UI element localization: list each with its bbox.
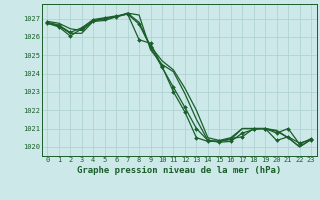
X-axis label: Graphe pression niveau de la mer (hPa): Graphe pression niveau de la mer (hPa) bbox=[77, 166, 281, 175]
